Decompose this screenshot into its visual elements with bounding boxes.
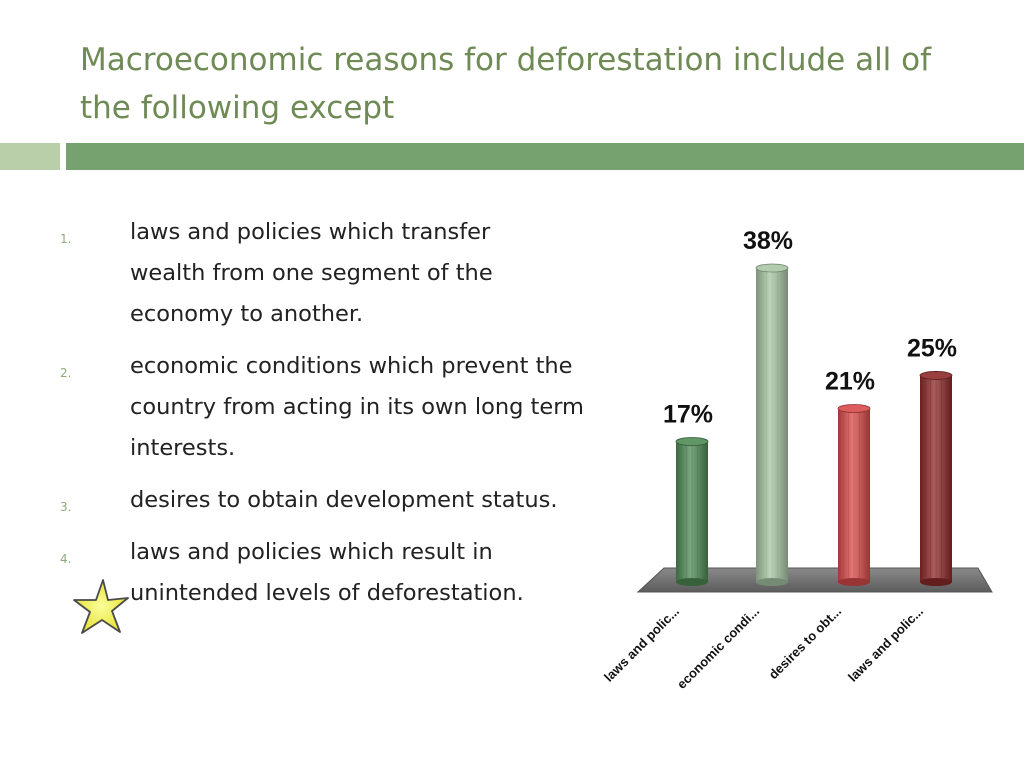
title-divider-right [66, 143, 1024, 170]
star-icon [73, 579, 129, 634]
category-label-2: economic condi... [674, 604, 762, 692]
chart-bar-3 [837, 404, 871, 586]
title-divider-left [0, 143, 60, 170]
answer-option-2[interactable]: 2. economic conditions which prevent the… [60, 346, 620, 469]
chart-bar-4 [919, 371, 953, 586]
chart-bar-2 [755, 263, 789, 586]
answer-text: laws and policies which transfer wealth … [130, 219, 493, 327]
answer-number: 3. [60, 500, 72, 514]
category-label-1: laws and polic... [601, 604, 682, 685]
answer-text: desires to obtain development status. [130, 487, 558, 513]
category-label-4: laws and polic... [845, 604, 926, 685]
answer-number: 4. [60, 552, 72, 566]
data-label-3: 21% [825, 367, 875, 395]
data-label-2: 38% [743, 227, 793, 255]
chart-floor [636, 567, 993, 593]
answer-list: 1. laws and policies which transfer weal… [60, 212, 620, 625]
slide-title: Macroeconomic reasons for deforestation … [80, 42, 932, 126]
answer-option-3[interactable]: 3. desires to obtain development status. [60, 480, 620, 521]
data-label-1: 17% [663, 401, 713, 429]
category-label-3: desires to obt... [766, 604, 845, 683]
answer-option-1[interactable]: 1. laws and policies which transfer weal… [60, 212, 620, 335]
data-label-4: 25% [907, 334, 957, 362]
answer-text: laws and policies which result in uninte… [130, 539, 524, 606]
chart-bar-1 [675, 437, 709, 586]
bar-chart: 17% laws and polic... 38% economic condi...… [601, 227, 993, 692]
answer-number: 1. [60, 232, 72, 246]
answer-number: 2. [60, 366, 72, 380]
answer-option-4[interactable]: 4. laws and policies which result in uni… [60, 532, 620, 614]
answer-text: economic conditions which prevent the co… [130, 353, 584, 461]
